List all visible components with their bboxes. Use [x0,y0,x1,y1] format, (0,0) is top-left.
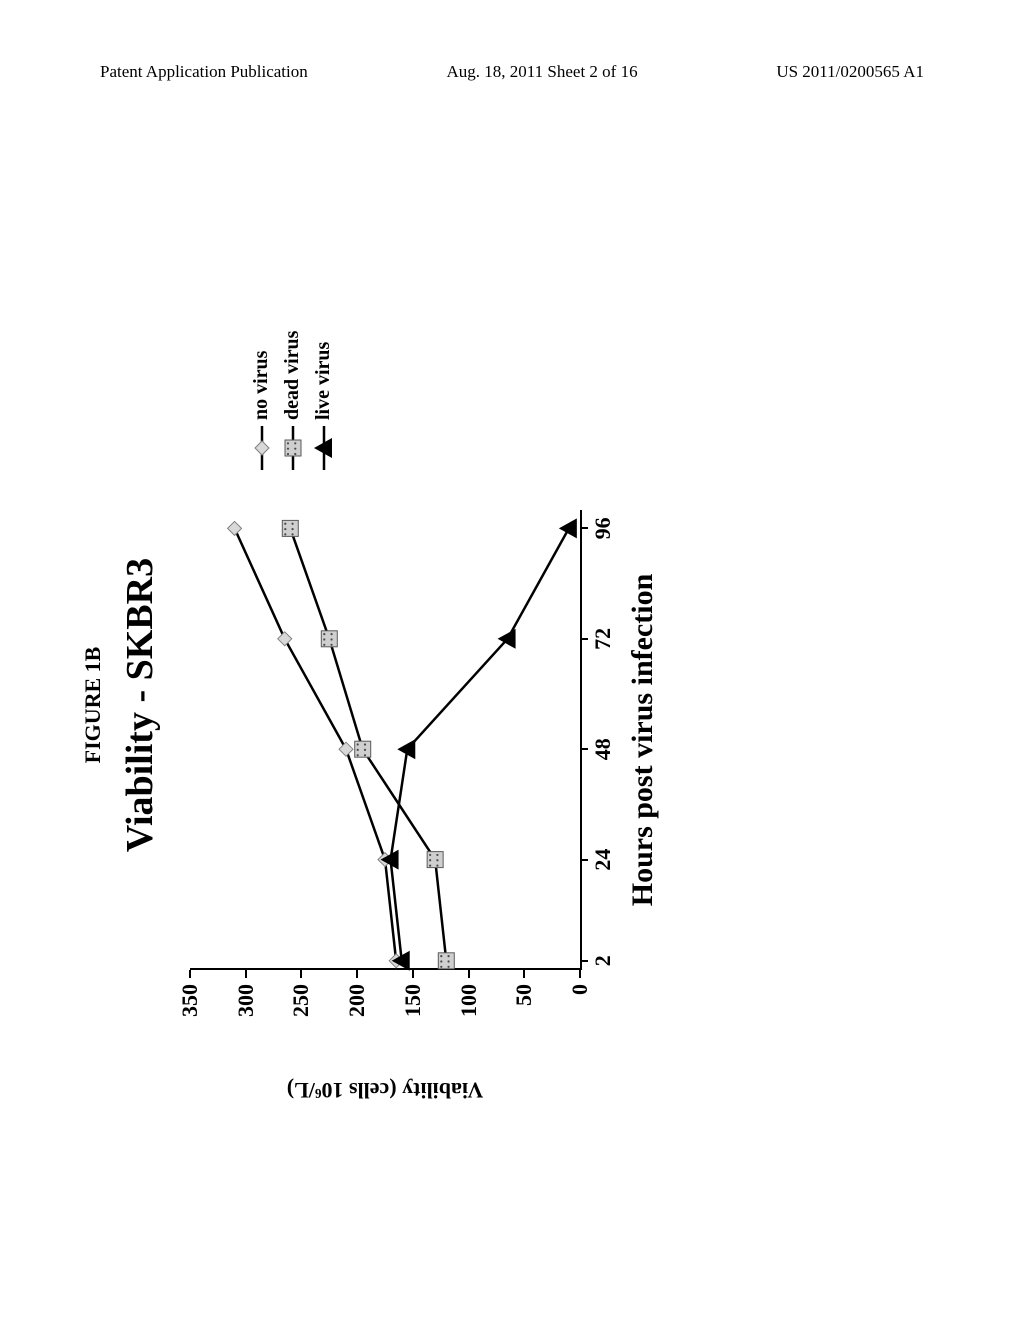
y-tick [412,970,414,978]
legend-label: no virus [250,351,273,420]
series-marker [559,518,577,538]
y-tick [356,970,358,978]
series-marker [228,521,242,535]
y-tick [468,970,470,978]
chart-title: Viability - SKBR3 [118,180,162,1230]
y-tick-label: 350 [177,984,203,1044]
series-marker [339,742,353,756]
rotated-figure: FIGURE 1B Viability - SKBR3 050100150200… [0,180,1024,1230]
figure-area: FIGURE 1B Viability - SKBR3 050100150200… [0,180,1024,1230]
y-tick [300,970,302,978]
legend-item: no virus [250,331,273,470]
chart: 050100150200250300350224487296Viability … [190,510,580,970]
header-left: Patent Application Publication [100,62,308,82]
legend-swatch [283,426,303,470]
series-marker [355,741,371,757]
y-tick-label: 50 [511,984,537,1044]
series-marker [438,953,454,969]
y-tick-label: 100 [456,984,482,1044]
series-marker [282,520,298,536]
x-axis [580,510,582,970]
legend-item: dead virus [281,331,304,470]
figure-label: FIGURE 1B [80,180,106,1230]
x-tick-label: 48 [590,719,616,779]
series-marker [427,852,443,868]
y-tick-label: 200 [344,984,370,1044]
legend-label: dead virus [281,331,304,420]
x-tick-label: 72 [590,609,616,669]
series-marker [321,631,337,647]
figure-label-text: FIGURE 1B [80,647,105,764]
x-tick [580,638,588,640]
series-line [391,528,569,960]
header-center: Aug. 18, 2011 Sheet 2 of 16 [447,62,638,82]
y-tick-label: 300 [233,984,259,1044]
x-tick [580,960,588,962]
legend-swatch [314,426,334,470]
legend-item: live virus [312,331,335,470]
y-tick [523,970,525,978]
x-axis-title: Hours post virus infection [626,574,660,907]
y-tick [245,970,247,978]
chart-title-text: Viability - SKBR3 [119,558,161,852]
x-tick-label: 24 [590,830,616,890]
x-tick [580,527,588,529]
series-marker [278,632,292,646]
header-right: US 2011/0200565 A1 [776,62,924,82]
x-tick [580,748,588,750]
page-header: Patent Application Publication Aug. 18, … [0,62,1024,82]
legend-swatch [252,426,272,470]
y-tick-label: 0 [567,984,593,1044]
y-tick [579,970,581,978]
plot-svg [190,510,580,970]
y-tick-label: 150 [400,984,426,1044]
y-axis-title: Viability (cells 10⁶/L) [287,1077,483,1103]
series-line [235,528,397,960]
y-tick-label: 250 [288,984,314,1044]
x-tick-label: 2 [590,931,616,991]
legend: no virus dead virus live virus [250,331,343,470]
x-tick [580,859,588,861]
legend-label: live virus [312,342,335,420]
y-tick [189,970,191,978]
x-tick-label: 96 [590,498,616,558]
